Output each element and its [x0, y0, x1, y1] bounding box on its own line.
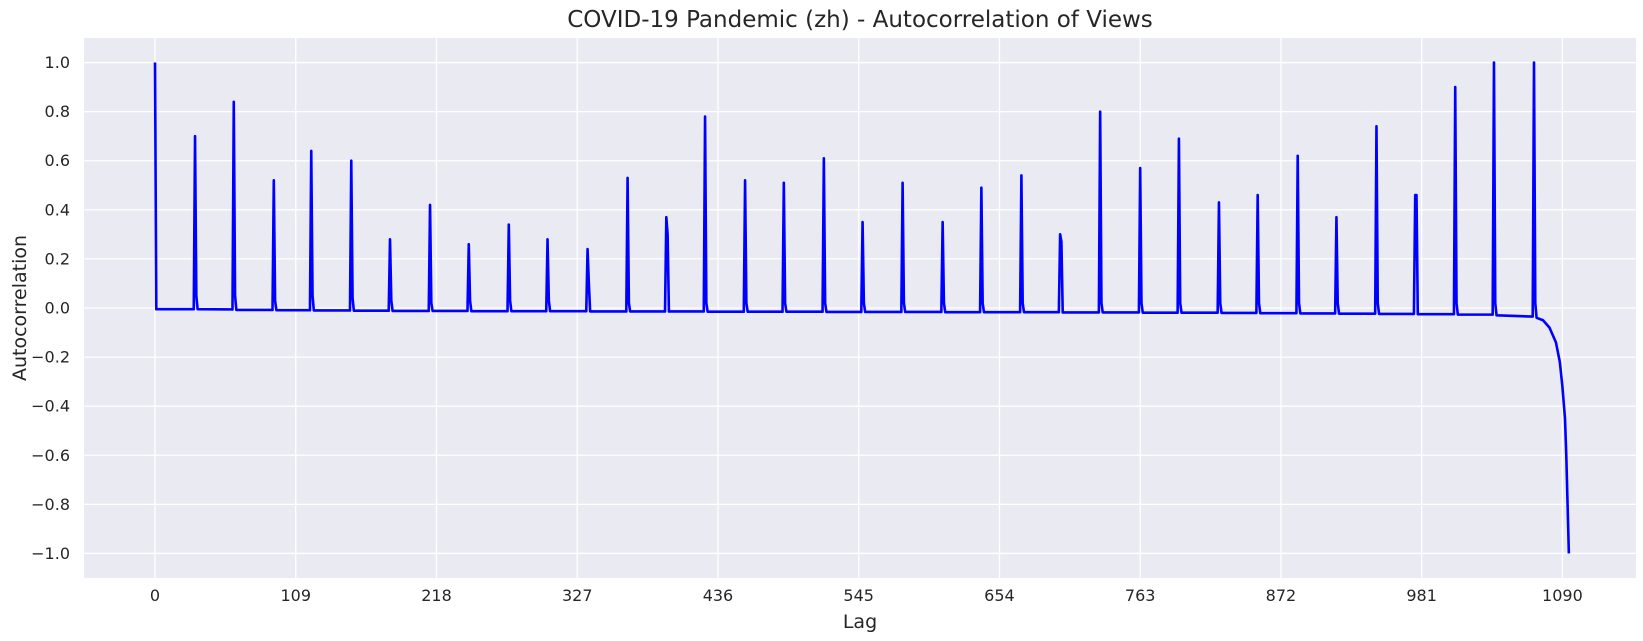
series-layer [153, 61, 1571, 554]
y-tick-label: −0.4 [31, 397, 70, 416]
series-line-autocorrelation [153, 61, 1571, 554]
y-tick-label: 0.8 [45, 102, 70, 121]
y-tick-label: 0.0 [45, 299, 70, 318]
x-tick-label: 1090 [1542, 586, 1583, 605]
x-axis-ticks: 0 109 218 327 436 545 654 763 872 981 1090 [150, 586, 1583, 605]
y-tick-label: −0.6 [31, 446, 70, 465]
y-axis-ticks: 1.0 0.8 0.6 0.4 0.2 0.0 −0.2 −0.4 −0.6 −0.8 −1.0 [31, 53, 70, 563]
x-tick-label: 654 [984, 586, 1015, 605]
y-tick-label: 1.0 [45, 53, 70, 72]
x-tick-label: 545 [843, 586, 874, 605]
chart-title: COVID-19 Pandemic (zh) - Autocorrelation… [567, 7, 1153, 33]
y-tick-label: −0.2 [31, 348, 70, 367]
y-axis-label: Autocorrelation [9, 235, 31, 381]
y-tick-label: 0.2 [45, 249, 70, 268]
y-tick-label: 0.4 [45, 200, 70, 219]
x-tick-label: 981 [1406, 586, 1437, 605]
x-tick-label: 763 [1125, 586, 1156, 605]
x-tick-label: 872 [1266, 586, 1297, 605]
x-axis-label: Lag [843, 611, 877, 633]
y-tick-label: −0.8 [31, 495, 70, 514]
y-tick-label: 0.6 [45, 151, 70, 170]
x-tick-label: 109 [280, 586, 311, 605]
x-tick-label: 327 [562, 586, 593, 605]
x-tick-label: 218 [421, 586, 452, 605]
x-tick-label: 0 [150, 586, 160, 605]
y-tick-label: −1.0 [31, 544, 70, 563]
x-tick-label: 436 [703, 586, 734, 605]
